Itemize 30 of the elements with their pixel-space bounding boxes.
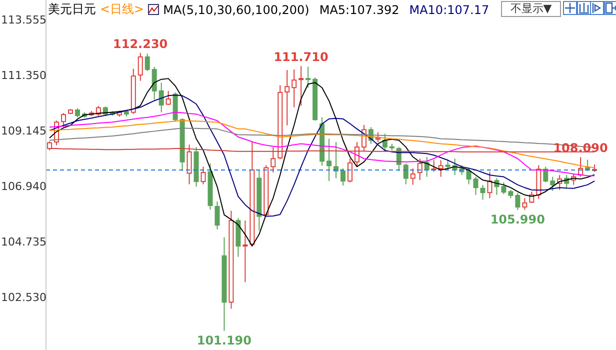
chart-subtitle: <日线>	[100, 1, 144, 18]
annotation: MA(5,10,30,60,100,200)	[163, 2, 310, 16]
candlestick	[292, 68, 297, 108]
candlestick	[480, 184, 486, 200]
annotation: MA10:107.17	[409, 2, 490, 16]
annotation: 111.710	[274, 50, 328, 64]
y-tick-label: 109.145	[1, 124, 46, 138]
chart-title: 美元日元	[48, 1, 96, 18]
y-tick-label: 102.530	[1, 291, 46, 304]
candlestick	[256, 169, 262, 231]
y-tick-label: 113.555	[1, 13, 46, 26]
annotation: MA5:107.392	[319, 2, 400, 16]
candlestick	[152, 66, 157, 100]
y-tick-label: 106.940	[1, 180, 46, 193]
annotation: 105.990	[490, 212, 545, 227]
candlestick	[284, 70, 290, 126]
annotation: 108.090	[553, 141, 608, 156]
candlestick	[214, 200, 220, 230]
candlestick	[158, 82, 164, 113]
dropdown-button: 不显示▼	[501, 1, 561, 17]
annotation: 101.190	[196, 333, 252, 348]
candlestick	[242, 220, 248, 283]
candlestick	[222, 236, 227, 332]
candlestick	[326, 138, 332, 182]
candlestick	[334, 142, 339, 179]
candlestick	[487, 171, 492, 199]
candlestick	[298, 65, 304, 106]
annotation: 112.230	[113, 36, 168, 51]
y-tick-label: 104.735	[1, 236, 46, 249]
y-tick-label: 111.350	[1, 68, 46, 82]
